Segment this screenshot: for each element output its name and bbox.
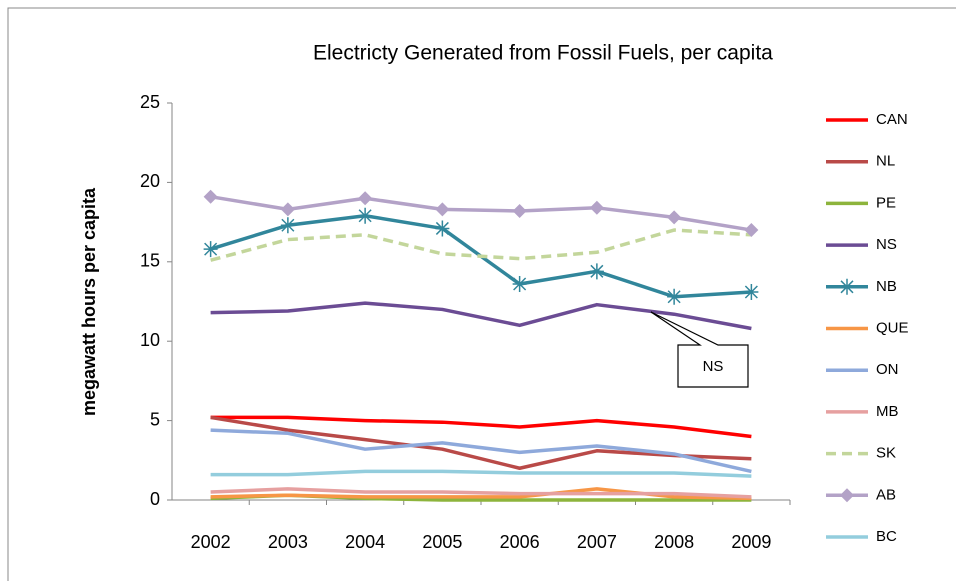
- x-tick-label: 2004: [345, 532, 385, 552]
- series-line: [210, 415, 752, 470]
- marker: [744, 223, 759, 238]
- marker: [744, 283, 759, 300]
- marker: [667, 210, 682, 225]
- x-tick-label: 2005: [422, 532, 462, 552]
- series-line: [210, 428, 752, 474]
- marker: [358, 207, 373, 224]
- series-line: [210, 487, 752, 499]
- legend-label: NL: [876, 153, 895, 170]
- marker: [203, 189, 218, 204]
- legend-label: NS: [876, 236, 897, 253]
- legend-label: PE: [876, 194, 896, 211]
- chart-frame: [7, 7, 956, 581]
- y-tick-label: 5: [150, 409, 160, 429]
- marker: [203, 241, 218, 258]
- legend-label: ON: [876, 361, 899, 378]
- legend-label: AB: [876, 486, 896, 503]
- legend-label: NB: [876, 278, 897, 295]
- legend-label: BC: [876, 528, 897, 545]
- marker: [435, 220, 450, 237]
- annotation-text: NS: [703, 358, 724, 375]
- legend-label: MB: [876, 403, 899, 420]
- series-line: [210, 194, 752, 232]
- marker: [667, 288, 682, 305]
- y-tick-label: 10: [140, 330, 160, 350]
- y-axis-label: megawatt hours per capita: [79, 187, 99, 416]
- x-tick-label: 2008: [654, 532, 694, 552]
- series-line: [210, 301, 752, 331]
- marker: [512, 203, 527, 218]
- x-tick-label: 2006: [500, 532, 540, 552]
- marker: [358, 191, 373, 206]
- marker: [840, 488, 854, 503]
- marker: [840, 278, 854, 295]
- chart-title: Electricty Generated from Fossil Fuels, …: [313, 42, 773, 65]
- x-tick-label: 2002: [191, 532, 231, 552]
- series-line: [210, 228, 752, 262]
- x-tick-label: 2003: [268, 532, 308, 552]
- marker: [435, 202, 450, 217]
- legend-label: QUE: [876, 319, 909, 336]
- y-tick-label: 15: [140, 251, 160, 271]
- marker: [280, 202, 295, 217]
- marker: [589, 200, 604, 215]
- y-tick-label: 0: [150, 489, 160, 509]
- series-line: [210, 415, 752, 439]
- y-tick-label: 25: [140, 92, 160, 112]
- series-line: [210, 487, 752, 501]
- marker: [280, 217, 295, 234]
- annotation-box: [650, 311, 749, 388]
- legend-label: CAN: [876, 111, 908, 128]
- x-tick-label: 2009: [731, 532, 771, 552]
- legend-label: SK: [876, 445, 896, 462]
- y-tick-label: 20: [140, 171, 160, 191]
- marker: [512, 276, 527, 293]
- x-tick-label: 2007: [577, 532, 617, 552]
- marker: [589, 263, 604, 280]
- series-line: [210, 469, 752, 478]
